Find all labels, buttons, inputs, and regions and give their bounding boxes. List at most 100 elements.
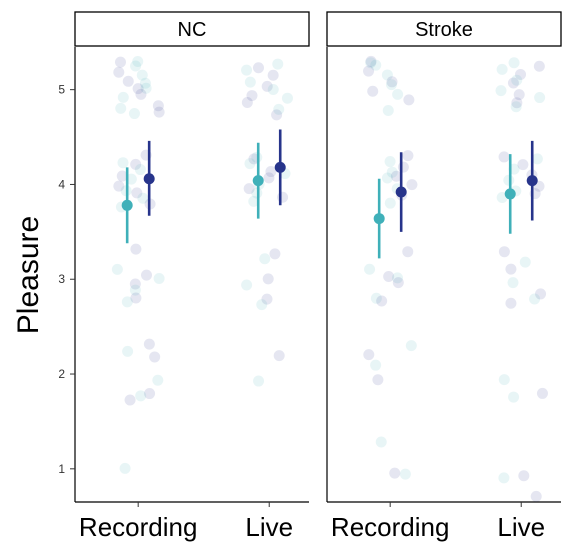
raw-point	[503, 174, 515, 186]
raw-point	[143, 338, 155, 350]
raw-point	[406, 179, 418, 191]
raw-point	[253, 375, 265, 387]
raw-point	[381, 172, 393, 184]
raw-point	[271, 109, 283, 121]
raw-point	[399, 468, 411, 480]
raw-point	[130, 292, 142, 304]
raw-point	[530, 490, 542, 502]
raw-point	[391, 272, 403, 284]
strip-label: Stroke	[415, 19, 473, 41]
raw-point	[505, 263, 517, 275]
y-tick-label: 1	[58, 462, 65, 476]
raw-point	[386, 76, 398, 88]
raw-point	[381, 69, 393, 81]
raw-point	[269, 248, 281, 260]
raw-point	[533, 60, 545, 72]
raw-point	[128, 108, 140, 120]
raw-point	[111, 263, 123, 275]
raw-point	[519, 256, 531, 268]
raw-point	[117, 91, 129, 103]
raw-point	[117, 157, 129, 169]
raw-point	[498, 151, 510, 163]
raw-point	[132, 83, 144, 95]
raw-point	[367, 85, 379, 97]
raw-point	[134, 164, 146, 176]
raw-point	[383, 270, 395, 282]
raw-point	[256, 299, 268, 311]
raw-point	[241, 279, 253, 291]
raw-point	[263, 172, 275, 184]
raw-point	[498, 374, 510, 386]
raw-point	[129, 284, 141, 296]
raw-point	[135, 88, 147, 100]
mean-point	[526, 175, 538, 187]
raw-point	[390, 170, 402, 182]
raw-point	[511, 97, 523, 109]
raw-point	[392, 88, 404, 100]
raw-point	[402, 246, 414, 258]
raw-point	[248, 195, 260, 207]
raw-point	[529, 293, 541, 305]
raw-point	[241, 96, 253, 108]
raw-point	[536, 387, 548, 399]
y-tick-label: 3	[58, 272, 65, 286]
raw-point	[382, 104, 394, 116]
raw-point	[267, 84, 279, 96]
raw-point	[244, 76, 256, 88]
raw-point	[130, 158, 142, 170]
raw-point	[135, 390, 147, 402]
raw-point	[125, 173, 137, 185]
raw-point	[517, 159, 529, 171]
raw-point	[130, 60, 142, 72]
raw-point	[495, 85, 507, 97]
raw-point	[259, 253, 271, 265]
strip-label: NC	[178, 19, 207, 41]
raw-point	[402, 150, 414, 162]
raw-point	[505, 297, 517, 309]
raw-point	[534, 92, 546, 104]
raw-point	[248, 153, 260, 165]
mean-point	[504, 188, 516, 200]
raw-point	[365, 55, 377, 67]
panel-stroke: Stroke Recording Live	[326, 11, 562, 542]
raw-point	[376, 295, 388, 307]
raw-point	[129, 278, 141, 290]
raw-point	[535, 288, 547, 300]
raw-point	[386, 166, 398, 178]
raw-point	[405, 340, 417, 352]
panel-nc: NC 1 2 3 4 5 Recording Live	[58, 11, 310, 542]
raw-point	[136, 69, 148, 81]
y-tick-label: 2	[58, 367, 65, 381]
raw-point	[261, 80, 273, 92]
raw-point	[384, 156, 396, 168]
raw-point	[130, 243, 142, 255]
raw-point	[496, 63, 508, 75]
raw-point	[139, 77, 151, 89]
raw-point	[531, 153, 543, 165]
raw-point	[131, 187, 143, 199]
mean-point	[373, 213, 385, 225]
raw-point	[122, 75, 134, 87]
mean-point	[274, 161, 286, 173]
raw-point	[265, 166, 277, 178]
mean-point	[121, 199, 133, 211]
raw-point	[363, 65, 375, 77]
strip-box	[326, 11, 562, 47]
raw-point	[152, 374, 164, 386]
raw-point	[389, 467, 401, 479]
raw-point	[384, 197, 396, 209]
facet-panels: NC 1 2 3 4 5 Recording Live Stroke Recording Live	[58, 11, 562, 542]
raw-point	[262, 273, 274, 285]
raw-point	[115, 102, 127, 114]
raw-point	[132, 55, 144, 67]
raw-point	[119, 462, 131, 474]
raw-point	[124, 394, 136, 406]
raw-point	[251, 151, 263, 163]
y-tick-label: 5	[58, 83, 65, 97]
raw-point	[365, 57, 377, 69]
y-tick-label: 4	[58, 177, 65, 191]
raw-point	[251, 187, 263, 199]
mean-point	[395, 186, 407, 198]
raw-point	[515, 68, 527, 80]
